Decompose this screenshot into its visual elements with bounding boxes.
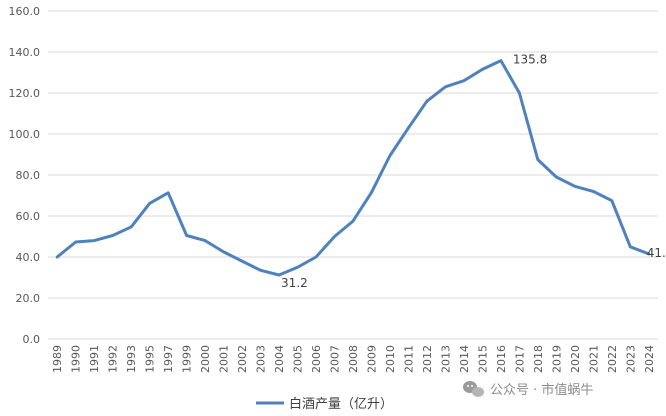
y-tick-label: 60.0 (16, 210, 41, 223)
data-point (148, 202, 151, 205)
data-point (351, 219, 355, 223)
x-tick-label: 2005 (292, 345, 305, 373)
x-tick-label: 2000 (199, 345, 212, 373)
data-label: 31.2 (281, 276, 308, 290)
data-point (129, 225, 133, 229)
data-point (370, 191, 373, 194)
watermark-text: 公众号 · 市值蜗牛 (490, 382, 593, 398)
data-point (425, 100, 429, 103)
x-tick-label: 2019 (550, 345, 563, 373)
x-tick-label: 2006 (310, 345, 323, 373)
x-tick-label: 1991 (88, 345, 101, 373)
x-tick-label: 1999 (181, 345, 194, 373)
data-point (444, 85, 447, 89)
data-point (555, 175, 558, 179)
x-tick-label: 2007 (329, 345, 342, 373)
x-tick-label: 2009 (365, 345, 378, 373)
x-tick-label: 1989 (51, 345, 64, 373)
x-tick-label: 2017 (513, 345, 526, 373)
data-point (56, 255, 59, 259)
x-tick-label: 2003 (255, 345, 268, 373)
data-point (277, 273, 281, 277)
y-tick-label: 0.0 (23, 333, 41, 346)
legend-label: 白酒产量（亿升） (289, 396, 393, 412)
data-point (499, 59, 503, 62)
x-tick-label: 2018 (532, 345, 545, 373)
x-tick-label: 2024 (643, 345, 656, 373)
data-point (610, 199, 613, 202)
data-point (314, 255, 318, 259)
x-tick-label: 1995 (144, 345, 157, 373)
x-tick-label: 1993 (125, 345, 138, 373)
x-tick-label: 2010 (384, 345, 397, 373)
data-point (462, 79, 466, 82)
data-point (240, 259, 244, 263)
watermark: 公众号 · 市值蜗牛 (463, 381, 593, 398)
x-tick-label: 2014 (458, 345, 471, 373)
x-tick-label: 2012 (421, 345, 434, 373)
data-point (388, 154, 392, 157)
data-label: 41.5 (647, 246, 666, 260)
data-point (222, 250, 225, 254)
data-point (647, 252, 650, 256)
y-axis-ticks: 0.0 20.0 40.0 60.0 80.0 100.0 120.0 140.0 160.0 (9, 5, 41, 346)
x-tick-label: 2008 (347, 345, 360, 373)
data-point (296, 266, 299, 269)
x-tick-label: 1992 (107, 345, 120, 373)
y-tick-label: 80.0 (16, 169, 41, 182)
wechat-icon (463, 381, 484, 397)
data-point (333, 235, 336, 238)
data-point (592, 190, 595, 193)
x-tick-label: 2020 (569, 345, 582, 373)
x-tick-label: 2004 (273, 345, 286, 373)
y-tick-label: 40.0 (16, 251, 41, 264)
x-tick-label: 2013 (439, 345, 452, 373)
x-tick-label: 2021 (587, 345, 600, 373)
data-point (629, 245, 632, 248)
data-labels: 31.2 135.8 41.5 (281, 53, 666, 290)
data-point (74, 240, 77, 244)
y-tick-label: 100.0 (9, 128, 41, 141)
x-tick-label: 2016 (495, 345, 508, 373)
legend: 白酒产量（亿升） (256, 396, 393, 412)
y-tick-label: 140.0 (9, 46, 41, 59)
y-tick-label: 20.0 (16, 292, 41, 305)
x-tick-label: 2015 (476, 345, 489, 373)
x-tick-label: 1997 (162, 345, 175, 373)
data-point (407, 126, 410, 130)
x-tick-label: 2022 (606, 345, 619, 373)
x-tick-label: 2011 (402, 345, 415, 373)
data-point (481, 68, 484, 71)
data-point (166, 191, 170, 195)
data-point (185, 234, 188, 237)
data-point (203, 239, 207, 242)
y-tick-label: 120.0 (9, 87, 41, 100)
data-point (573, 185, 577, 188)
x-tick-label: 2001 (218, 345, 231, 373)
x-tick-label: 2023 (624, 345, 637, 373)
data-point (536, 158, 540, 161)
data-point (259, 269, 262, 272)
grid-lines (48, 10, 658, 340)
x-axis-ticks: 1989 1990 1991 1992 1993 1995 1997 1999 2000 2001… (51, 345, 656, 373)
x-tick-label: 2002 (236, 345, 249, 373)
data-point (93, 239, 96, 242)
data-point (518, 91, 521, 95)
data-label: 135.8 (513, 53, 547, 67)
data-point (111, 234, 114, 237)
y-tick-label: 160.0 (9, 5, 41, 18)
x-tick-label: 1990 (70, 345, 83, 373)
series-group (55, 59, 651, 277)
